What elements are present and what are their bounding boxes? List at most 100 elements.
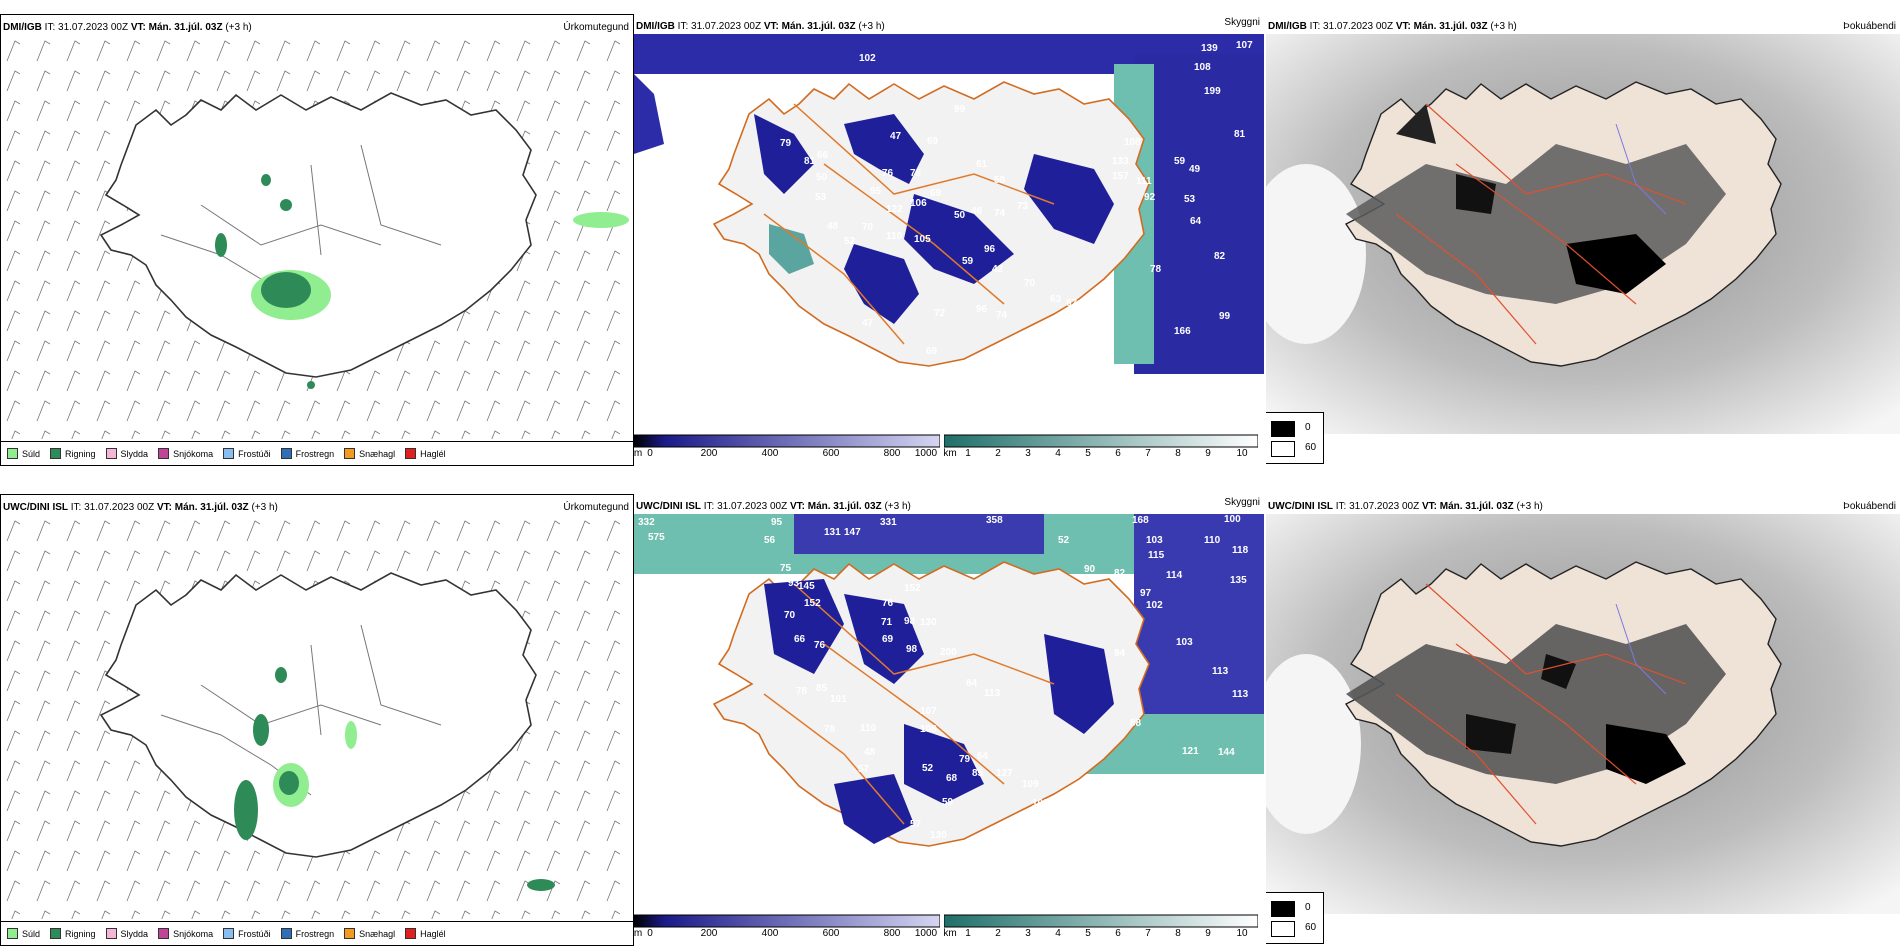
legend-item: Snæhagl — [344, 448, 395, 459]
svg-text:50: 50 — [954, 210, 966, 221]
legend-item: Slydda — [105, 928, 148, 939]
svg-text:76: 76 — [814, 640, 826, 651]
svg-text:106: 106 — [910, 198, 927, 209]
visibility-map[interactable]: 332 575 95 56 131 147 331 358 52 168 100… — [634, 514, 1264, 914]
svg-text:166: 166 — [1174, 326, 1191, 337]
svg-text:78: 78 — [1150, 264, 1162, 275]
swatch — [105, 448, 117, 459]
svg-text:79: 79 — [959, 754, 971, 765]
svg-text:78: 78 — [910, 168, 922, 179]
svg-text:98: 98 — [906, 644, 918, 655]
svg-text:52: 52 — [844, 236, 856, 247]
svg-text:76: 76 — [882, 598, 894, 609]
svg-text:59: 59 — [962, 256, 974, 267]
colorbar-km-ticks: km 1 2 3 4 5 6 7 8 9 10 — [943, 448, 1248, 459]
svg-text:66: 66 — [948, 397, 960, 408]
svg-text:133: 133 — [1112, 156, 1129, 167]
svg-text:78: 78 — [824, 724, 836, 735]
fog-legend-white — [1271, 921, 1295, 937]
colorbar-m-ticks: m 0 200 400 600 800 1000 — [634, 448, 938, 459]
svg-text:105: 105 — [914, 234, 931, 245]
svg-text:57: 57 — [1058, 336, 1070, 347]
visibility-colorbar-m: m 0 200 400 600 800 1000 — [634, 434, 940, 462]
visibility-values: 102 56 45 139 107 108 199 81 100 47 69 9… — [778, 40, 1253, 408]
svg-text:70: 70 — [1024, 278, 1036, 289]
swatch — [105, 928, 117, 939]
svg-text:331: 331 — [880, 517, 897, 528]
svg-text:81: 81 — [804, 156, 816, 167]
svg-text:68: 68 — [946, 773, 958, 784]
svg-text:103: 103 — [1176, 637, 1193, 648]
svg-text:61: 61 — [1092, 300, 1104, 311]
svg-text:332: 332 — [638, 517, 655, 528]
svg-text:100: 100 — [1084, 92, 1101, 103]
svg-text:58: 58 — [994, 175, 1006, 186]
legend-item: Frostregn — [280, 448, 334, 459]
svg-text:61: 61 — [976, 159, 988, 170]
svg-text:102: 102 — [1146, 600, 1163, 611]
svg-text:108: 108 — [1194, 62, 1211, 73]
svg-text:113: 113 — [1212, 666, 1229, 677]
precip-panel-bottom: UWC/DINI ISL IT: 31.07.2023 00Z VT: Mán.… — [0, 494, 634, 946]
svg-text:99: 99 — [954, 104, 966, 115]
legend-item: Súld — [7, 448, 40, 459]
svg-text:107: 107 — [1236, 40, 1253, 51]
fog-map[interactable] — [1266, 34, 1900, 434]
panel-title: Úrkomutegund — [563, 22, 629, 33]
svg-text:97: 97 — [774, 856, 786, 867]
svg-text:77: 77 — [906, 874, 918, 885]
svg-text:50: 50 — [816, 172, 828, 183]
visibility-panel-top: DMI/IGB IT: 31.07.2023 00Z VT: Mán. 31.j… — [634, 14, 1264, 464]
visibility-values: 332 575 95 56 131 147 331 358 52 168 100… — [638, 514, 1249, 899]
precip-legend: Súld Rigning Slydda Snjókoma Frostúði Fr… — [1, 441, 633, 465]
svg-text:47: 47 — [862, 318, 874, 329]
precip-map[interactable] — [1, 35, 633, 439]
swatch — [223, 928, 235, 939]
svg-text:109: 109 — [1022, 779, 1039, 790]
svg-text:66: 66 — [794, 634, 806, 645]
panel-header: UWC/DINI ISL IT: 31.07.2023 00Z VT: Mán.… — [636, 501, 911, 512]
swatch — [7, 448, 18, 459]
svg-text:139: 139 — [1201, 43, 1218, 54]
svg-text:145: 145 — [798, 581, 815, 592]
svg-text:52: 52 — [922, 763, 934, 774]
svg-text:67: 67 — [955, 368, 967, 379]
svg-text:96: 96 — [984, 244, 996, 255]
legend-item: Frostúði — [223, 928, 271, 939]
svg-text:73: 73 — [1017, 201, 1029, 212]
svg-text:113: 113 — [984, 688, 1001, 699]
svg-text:95: 95 — [771, 517, 783, 528]
svg-text:96: 96 — [976, 304, 988, 315]
svg-text:80: 80 — [788, 845, 800, 856]
panel-header: DMI/IGB IT: 31.07.2023 00Z VT: Mán. 31.j… — [636, 21, 885, 32]
svg-text:57: 57 — [858, 764, 870, 775]
swatch — [158, 448, 170, 459]
svg-text:152: 152 — [804, 598, 821, 609]
svg-text:157: 157 — [1112, 171, 1129, 182]
svg-text:131: 131 — [824, 527, 841, 538]
svg-text:42: 42 — [992, 264, 1004, 275]
svg-text:84: 84 — [966, 678, 978, 689]
svg-text:72: 72 — [934, 308, 946, 319]
svg-text:110: 110 — [860, 723, 877, 734]
fog-map[interactable] — [1266, 514, 1900, 914]
fog-legend-white — [1271, 441, 1295, 457]
svg-text:47: 47 — [890, 131, 902, 142]
svg-text:70: 70 — [784, 610, 796, 621]
precip-map[interactable] — [1, 515, 633, 919]
svg-text:108: 108 — [920, 724, 937, 735]
colorbar-m-gradient — [634, 434, 940, 448]
svg-text:127: 127 — [996, 768, 1013, 779]
svg-text:81: 81 — [1234, 129, 1246, 140]
precip-panel-top: DMI/IGB IT: 31.07.2023 00Z VT: Mán. 31.j… — [0, 14, 634, 466]
legend-item: Rigning — [50, 928, 96, 939]
svg-text:69: 69 — [927, 136, 939, 147]
panel-title: Skyggni — [1224, 497, 1260, 508]
svg-text:88: 88 — [1130, 718, 1142, 729]
swatch — [344, 448, 356, 459]
svg-text:107: 107 — [920, 706, 937, 717]
svg-text:67: 67 — [1066, 298, 1078, 309]
svg-text:70: 70 — [862, 222, 874, 233]
visibility-map[interactable]: 102 56 45 139 107 108 199 81 100 47 69 9… — [634, 34, 1264, 434]
svg-text:46: 46 — [971, 206, 983, 217]
